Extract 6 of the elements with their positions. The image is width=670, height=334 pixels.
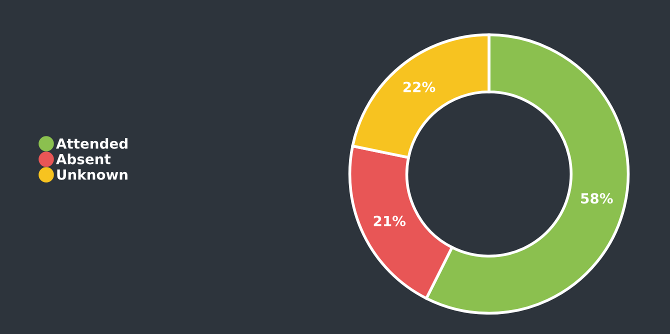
legend-label: Absent [56, 154, 111, 164]
legend-label: Unknown [57, 169, 128, 180]
legend-label: Attended [56, 138, 128, 149]
data-label: 22% [404, 82, 436, 92]
data-label: 21% [374, 216, 406, 226]
data-label: 58% [581, 193, 613, 204]
